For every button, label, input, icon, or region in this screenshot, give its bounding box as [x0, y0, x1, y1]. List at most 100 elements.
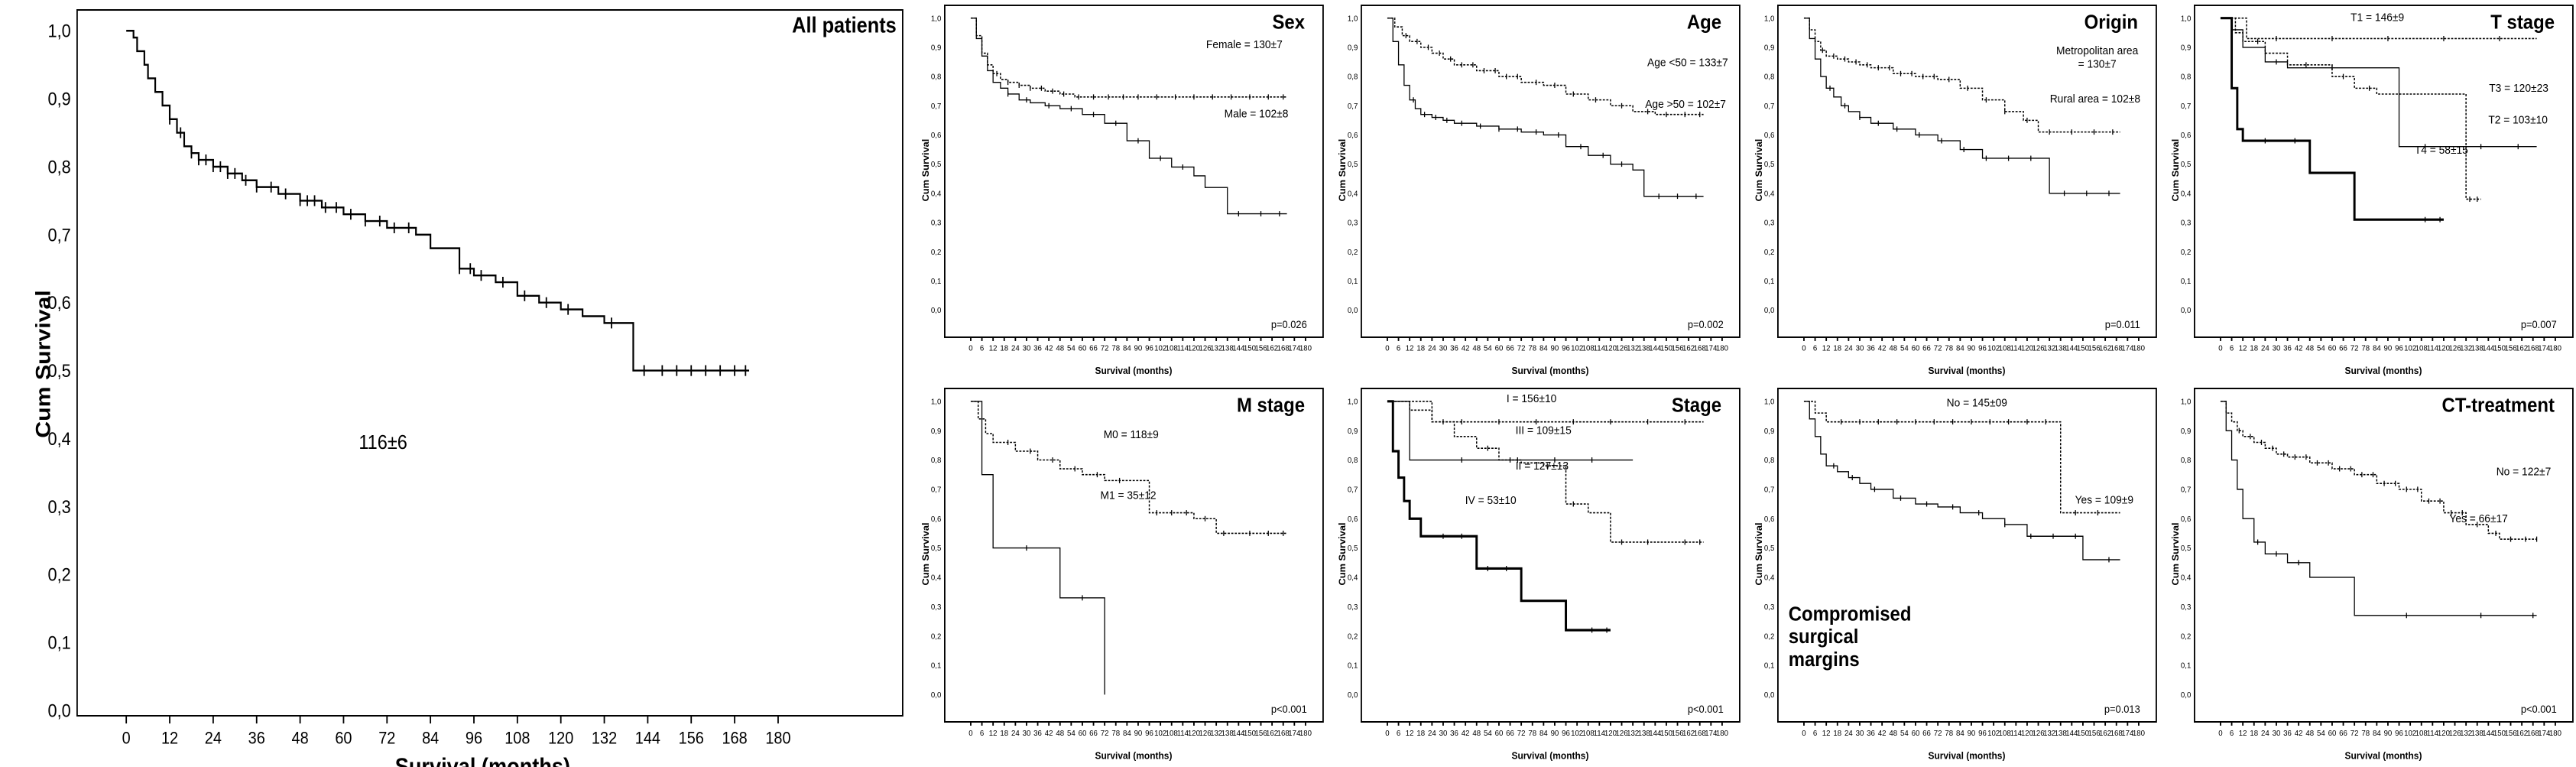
- x-tick-label: 66: [1089, 730, 1098, 738]
- x-tick-label: 96: [1562, 344, 1570, 353]
- y-tick-label: 0,6: [1764, 132, 1775, 140]
- x-axis-label: Survival (months): [2344, 750, 2422, 761]
- x-tick-label: 102: [2404, 344, 2417, 353]
- p-value: p=0.026: [1271, 319, 1307, 330]
- x-tick-label: 66: [1922, 730, 1931, 738]
- x-tick-label: 0: [1385, 730, 1390, 738]
- chart-title: T stage: [2490, 12, 2555, 34]
- x-tick-label: 156: [2504, 344, 2517, 353]
- y-axis-label: Cum Survival: [1337, 139, 1348, 202]
- x-tick-label: 36: [2283, 730, 2292, 738]
- x-tick-label: 102: [1154, 344, 1167, 353]
- y-axis-label: Cum Survival: [920, 139, 931, 202]
- y-tick-label: 0,5: [1764, 161, 1775, 169]
- x-tick-label: 138: [1638, 730, 1651, 738]
- x-tick-label: 174: [2121, 344, 2134, 353]
- y-tick-label: 0,8: [931, 73, 942, 81]
- x-tick-label: 78: [2361, 730, 2370, 738]
- y-tick-label: 0,3: [1764, 219, 1775, 227]
- x-tick-label: 18: [1833, 730, 1841, 738]
- x-tick-label: 72: [2351, 344, 2359, 353]
- y-tick-label: 0,3: [1348, 219, 1358, 227]
- x-tick-label: 156: [1671, 344, 1684, 353]
- x-tick-label: 48: [1056, 344, 1064, 353]
- chart-mstage: 0,0 0,1 0,2 0,3 0,4 0,5 0,6 0,7 0,8 0,9 1,0 0 6 12 18 2…: [920, 388, 1324, 762]
- x-tick-label: 48: [292, 729, 309, 747]
- curve-annotation: No = 122±7: [2497, 466, 2552, 479]
- y-tick-label: 0,2: [1348, 249, 1358, 257]
- chart-title-line: margins: [1789, 649, 1860, 671]
- y-tick-label: 0,9: [931, 44, 942, 52]
- x-tick-label: 96: [1145, 730, 1153, 738]
- x-tick-label: 72: [1934, 344, 1942, 353]
- plot-frame: [1361, 388, 1741, 723]
- y-tick-label: 0,5: [1764, 544, 1775, 553]
- y-tick-label: 0,4: [931, 190, 942, 198]
- x-tick-label: 60: [2328, 730, 2337, 738]
- x-tick-label: 48: [1472, 730, 1481, 738]
- km-curve-yes: [2220, 401, 2537, 616]
- x-tick-label: 126: [2448, 730, 2461, 738]
- km-curve-m0: [970, 401, 1287, 535]
- x-tick-label: 18: [1000, 344, 1008, 353]
- y-tick-label: 0,2: [1764, 632, 1775, 641]
- x-tick-label: 138: [2055, 730, 2068, 738]
- km-curve-all-patients: [126, 30, 750, 372]
- x-tick-label: 48: [2305, 730, 2314, 738]
- y-tick-label: 0,7: [1764, 102, 1775, 111]
- plot-frame: [1777, 388, 2157, 723]
- y-tick-label: 0,8: [2181, 73, 2192, 81]
- x-tick-label: 66: [1506, 730, 1514, 738]
- x-tick-label: 30: [1856, 730, 1864, 738]
- x-tick-label: 180: [765, 729, 790, 747]
- y-tick-label: 0,5: [48, 360, 71, 381]
- x-tick-label: 78: [1111, 344, 1120, 353]
- x-tick-label: 150: [2493, 344, 2506, 353]
- x-tick-label: 60: [335, 729, 352, 747]
- x-tick-label: 102: [1987, 730, 2000, 738]
- km-curve-t1: [2220, 17, 2537, 40]
- x-tick-label: 30: [1023, 730, 1031, 738]
- x-tick-label: 162: [2516, 344, 2529, 353]
- x-tick-label: 0: [968, 730, 973, 738]
- y-tick-label: 0,0: [931, 307, 942, 315]
- y-tick-label: 0,8: [48, 156, 71, 177]
- x-tick-label: 72: [1934, 730, 1942, 738]
- y-tick-label: 0,2: [1348, 632, 1358, 641]
- y-axis-label: Cum Survival: [32, 290, 55, 437]
- x-tick-label: 84: [2373, 730, 2381, 738]
- km-curve-iii: [1387, 401, 1634, 461]
- y-tick-label: 0,5: [931, 544, 942, 553]
- x-tick-label: 18: [1000, 730, 1008, 738]
- x-tick-label: 120: [2438, 730, 2451, 738]
- y-tick-label: 0,6: [931, 132, 942, 140]
- x-tick-label: 48: [1889, 730, 1897, 738]
- x-tick-label: 48: [1056, 730, 1064, 738]
- x-tick-label: 6: [2230, 344, 2234, 353]
- x-tick-label: 108: [2415, 344, 2428, 353]
- x-tick-label: 54: [1067, 730, 1075, 738]
- x-tick-label: 150: [2077, 344, 2090, 353]
- x-tick-label: 78: [1945, 730, 1953, 738]
- x-tick-label: 66: [2339, 344, 2347, 353]
- x-tick-label: 60: [1912, 344, 1920, 353]
- y-tick-label: 0,2: [1764, 249, 1775, 257]
- x-tick-label: 42: [1045, 730, 1053, 738]
- x-axis-label: Survival (months): [1928, 750, 2005, 761]
- plot-frame: [944, 388, 1324, 723]
- y-tick-label: 0,3: [2181, 219, 2192, 227]
- x-tick-label: 84: [1956, 344, 1964, 353]
- y-tick-label: 1,0: [1348, 15, 1358, 23]
- y-tick-label: 0,1: [1764, 661, 1775, 670]
- x-tick-label: 30: [1023, 344, 1031, 353]
- y-tick-label: 0,0: [2181, 307, 2192, 315]
- x-tick-label: 180: [2549, 344, 2562, 353]
- x-tick-label: 180: [1299, 344, 1312, 353]
- y-tick-label: 0,9: [931, 427, 942, 436]
- x-tick-label: 108: [1582, 730, 1595, 738]
- x-tick-label: 36: [1033, 344, 1042, 353]
- x-tick-label: 42: [2295, 344, 2303, 353]
- x-tick-label: 36: [1867, 344, 1875, 353]
- x-tick-label: 144: [2065, 344, 2078, 353]
- x-tick-label: 126: [2032, 344, 2045, 353]
